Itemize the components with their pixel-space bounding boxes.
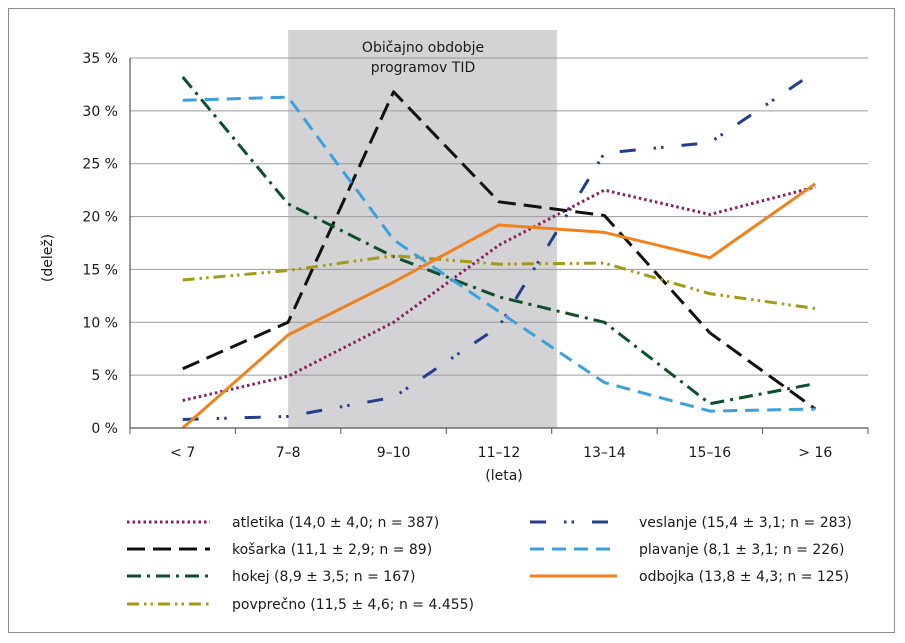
x-tick-label: 11–12: [478, 445, 521, 461]
legend-label: povprečno (11,5 ± 4,6; n = 4.455): [232, 597, 474, 613]
y-tick-label: 35 %: [82, 51, 118, 67]
legend-label: odbojka (13,8 ± 4,3; n = 125): [639, 569, 849, 585]
series-line: [182, 90, 817, 411]
series-layer: [181, 70, 817, 430]
shaded-region-label-line2: programov TID: [371, 60, 476, 76]
series-line: [182, 254, 816, 310]
series-line: [181, 182, 817, 430]
series-line: [182, 185, 816, 402]
x-tick-label: 7–8: [276, 445, 301, 461]
x-tick-label: > 16: [798, 445, 832, 461]
y-tick-label: 10 %: [82, 315, 118, 331]
x-tick-label: 15–16: [689, 445, 732, 461]
chart-frame: [8, 8, 895, 633]
legend-label: košarka (11,1 ± 2,9; n = 89): [232, 542, 432, 558]
series-line: [182, 70, 817, 421]
legend-label: plavanje (8,1 ± 3,1; n = 226): [639, 542, 845, 558]
y-axis-label: (delež): [40, 234, 56, 282]
y-tick-label: 30 %: [82, 104, 118, 120]
legend: atletika (14,0 ± 4,0; n = 387) košarka (1…: [127, 515, 852, 613]
y-tick-label: 0 %: [91, 421, 118, 437]
legend-label: hokej (8,9 ± 3,5; n = 167): [232, 569, 415, 585]
x-tick-label: 13–14: [583, 445, 626, 461]
y-tick-label: 25 %: [82, 157, 118, 173]
shaded-region: [288, 30, 557, 428]
y-tick-label: 5 %: [91, 368, 118, 384]
axes: 0 % 5 % 10 % 15 % 20 % 25 % 30 % 35 % < 7 7–8 9–10…: [82, 51, 869, 461]
legend-label: veslanje (15,4 ± 3,1; n = 283): [639, 515, 852, 531]
y-tick-label: 15 %: [82, 262, 118, 278]
y-tick-label: 20 %: [82, 210, 118, 226]
x-axis-label: (leta): [485, 468, 523, 484]
legend-label: atletika (14,0 ± 4,0; n = 387): [232, 515, 439, 531]
x-tick-label: 9–10: [377, 445, 411, 461]
shaded-region-layer: [288, 30, 557, 428]
gridlines: [130, 57, 868, 376]
shaded-region-label-line1: Običajno obdobje: [362, 40, 484, 56]
series-line: [182, 95, 816, 413]
x-tick-label: < 7: [170, 445, 195, 461]
